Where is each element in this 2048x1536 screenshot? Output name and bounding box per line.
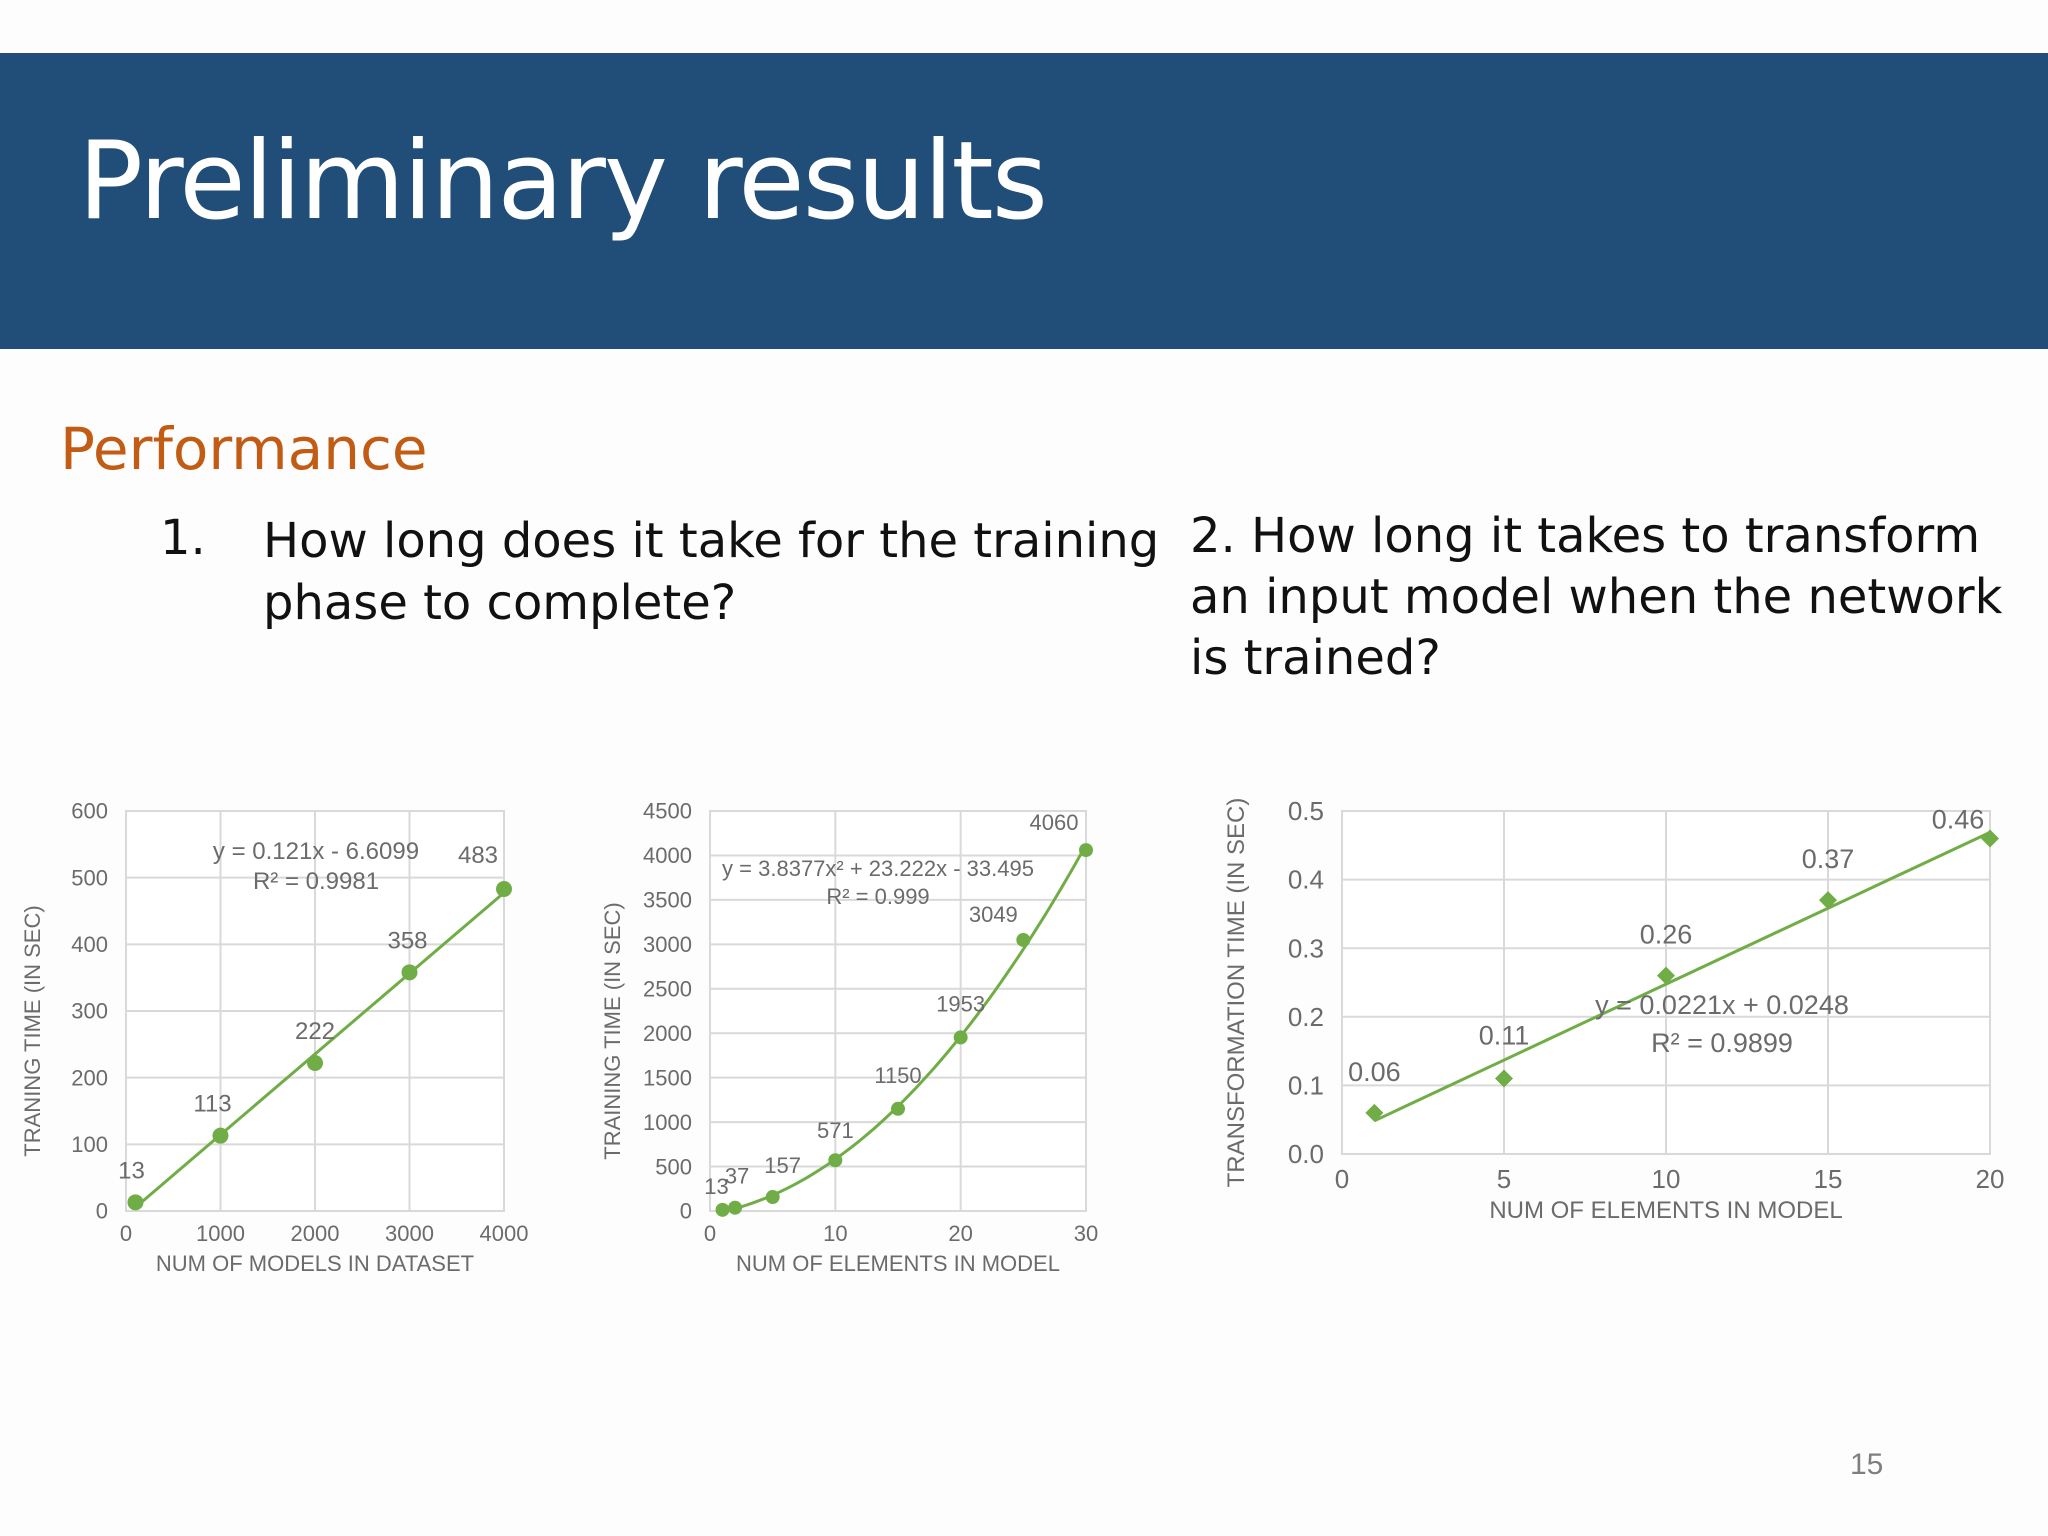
x-tick-label: 0: [1335, 1164, 1349, 1194]
data-label: 37: [725, 1164, 749, 1189]
x-tick-label: 10: [823, 1221, 847, 1246]
data-point: [1819, 891, 1837, 910]
y-axis-title: TRAINING TIME (IN SEC): [600, 902, 625, 1160]
title-band: [0, 53, 2048, 349]
data-point: [307, 1055, 323, 1071]
y-tick-label: 0.1: [1288, 1071, 1324, 1101]
chart-training-vs-elements: 0 500 1000 1500 2000 2500 3000 3500 4000 4500 0 10 2…: [600, 799, 1098, 1276]
x-axis-title: NUM OF ELEMENTS IN MODEL: [1489, 1197, 1842, 1224]
trendline-r2: R² = 0.9899: [1651, 1028, 1793, 1058]
chart-transformation-vs-elements: 0.0 0.1 0.2 0.3 0.4 0.5 0 5 10 15 20 NUM OF ELEMENT…: [1223, 796, 2005, 1224]
trendline: [134, 891, 505, 1209]
x-tick-label: 20: [948, 1221, 972, 1246]
x-tick-label: 0: [704, 1221, 716, 1246]
trendline-r2: R² = 0.999: [826, 884, 929, 909]
x-tick-label: 20: [1976, 1164, 2005, 1194]
y-tick-label: 1500: [643, 1065, 692, 1090]
trendline-equation: y = 3.8377x² + 23.222x - 33.495: [722, 856, 1034, 881]
x-axis-title: NUM OF ELEMENTS IN MODEL: [736, 1251, 1060, 1276]
y-tick-label: 0.0: [1288, 1139, 1324, 1169]
page-number: 15: [1850, 1448, 1884, 1481]
y-tick-label: 0: [680, 1199, 692, 1224]
y-tick-label: 500: [655, 1154, 692, 1179]
trendline-r2: R² = 0.9981: [253, 868, 379, 895]
data-label: 1953: [936, 991, 985, 1016]
data-point: [1079, 843, 1093, 858]
data-label: 222: [295, 1018, 335, 1045]
question-1-text: How long does it take for the training p…: [263, 513, 1160, 631]
data-label: 571: [817, 1118, 854, 1143]
y-tick-label: 200: [71, 1065, 108, 1090]
y-tick-label: 0.2: [1288, 1002, 1324, 1032]
data-point: [496, 881, 512, 897]
y-axis-title: TRANING TIME (IN SEC): [20, 905, 45, 1156]
data-label: 0.37: [1802, 844, 1855, 874]
data-point: [401, 964, 418, 981]
question-2-text: 2. How long it takes to transform an inp…: [1190, 508, 2003, 686]
x-tick-label: 2000: [291, 1221, 340, 1246]
x-tick-label: 3000: [385, 1221, 434, 1246]
data-point: [1495, 1069, 1513, 1088]
y-tick-label: 3500: [643, 888, 692, 913]
y-axis-title: TRANSFORMATION TIME (IN SEC): [1223, 798, 1250, 1188]
y-tick-label: 4000: [643, 843, 692, 868]
data-point: [765, 1190, 780, 1205]
data-label: 1150: [874, 1063, 921, 1088]
y-tick-label: 500: [71, 865, 108, 890]
y-tick-label: 4500: [643, 799, 692, 824]
trendline-equation: y = 0.121x - 6.6099: [213, 838, 419, 865]
chart-training-vs-dataset: 0 100 200 300 400 500 600 0 1000 2000 3000 4000NUM …: [20, 799, 529, 1276]
y-tick-label: 400: [71, 932, 108, 957]
x-tick-label: 15: [1814, 1164, 1843, 1194]
data-label: 0.11: [1479, 1021, 1530, 1051]
data-label: 3049: [969, 902, 1018, 927]
data-label: 13: [118, 1157, 145, 1184]
data-point: [1365, 1103, 1384, 1122]
data-point: [828, 1153, 843, 1168]
y-tick-label: 0: [96, 1199, 108, 1224]
data-label: 358: [387, 927, 427, 954]
data-label: 0.06: [1348, 1057, 1401, 1087]
y-tick-label: 0.4: [1288, 865, 1324, 895]
y-tick-label: 3000: [643, 932, 692, 957]
section-heading: Performance: [60, 415, 428, 483]
data-point: [728, 1200, 743, 1215]
data-point: [891, 1101, 905, 1116]
y-tick-label: 300: [71, 999, 108, 1024]
data-label: 0.26: [1640, 920, 1693, 950]
y-tick-label: 100: [71, 1132, 108, 1157]
x-tick-label: 30: [1074, 1221, 1098, 1246]
x-axis-title: NUM OF MODELS IN DATASET: [156, 1251, 474, 1276]
x-tick-label: 1000: [196, 1221, 245, 1246]
data-point: [212, 1127, 229, 1144]
x-tick-label: 10: [1652, 1164, 1681, 1194]
y-tick-label: 0.3: [1288, 933, 1324, 963]
y-tick-label: 600: [71, 799, 108, 824]
data-label: 483: [458, 842, 498, 869]
data-point: [715, 1202, 730, 1217]
y-tick-label: 2500: [643, 976, 692, 1001]
trendline: [1373, 830, 1991, 1123]
x-tick-label: 0: [120, 1221, 132, 1246]
data-label: 13: [704, 1174, 728, 1199]
data-point: [1981, 829, 1999, 848]
x-tick-label: 5: [1497, 1164, 1511, 1194]
y-tick-label: 1000: [643, 1110, 692, 1135]
data-point: [953, 1030, 968, 1045]
trendline-equation: y = 0.0221x + 0.0248: [1595, 990, 1849, 1020]
y-tick-label: 2000: [643, 1021, 692, 1046]
slide-title: Preliminary results: [78, 119, 1048, 244]
data-point: [1657, 966, 1675, 985]
data-point: [1016, 932, 1031, 947]
data-label: 157: [764, 1153, 801, 1178]
data-label: 0.46: [1932, 804, 1985, 834]
data-point: [127, 1194, 144, 1211]
question-1-number: 1.: [160, 510, 206, 566]
x-tick-label: 4000: [480, 1221, 529, 1246]
data-label: 4060: [1030, 810, 1079, 835]
y-tick-label: 0.5: [1288, 796, 1324, 826]
data-label: 113: [193, 1091, 231, 1118]
